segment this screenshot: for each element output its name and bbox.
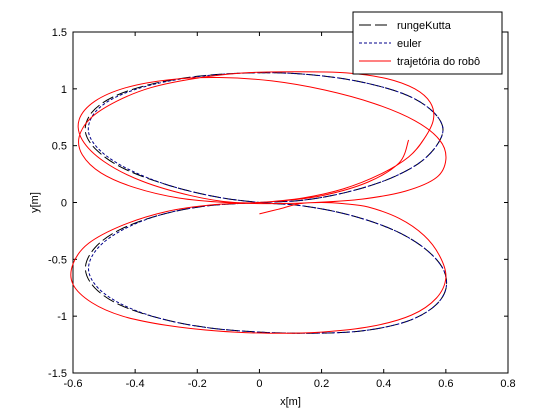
y-tick-label: 1 (61, 84, 67, 96)
y-tick-label: 1.5 (52, 27, 67, 39)
legend: rungeKutta euler trajetória do robô (352, 11, 503, 75)
x-tick-label: -0.6 (64, 378, 83, 390)
x-tick-label: -0.4 (126, 378, 145, 390)
series-group (70, 71, 448, 334)
ticks-group: -0.6 -0.4 -0.2 0 0.2 0.4 0.6 0.8 -1.5 -1 -0.5 0 0.5 1… (48, 27, 516, 390)
y-tick-label: -1.5 (48, 368, 67, 380)
series-line-2 (70, 71, 447, 334)
y-tick-label: 0.5 (52, 141, 67, 153)
legend-box (352, 11, 503, 75)
y-tick-label: -1 (57, 311, 67, 323)
y-axis-label: y[m] (29, 192, 41, 213)
legend-entry-label: trajetória do robô (397, 56, 480, 68)
x-tick-label: 0.8 (500, 378, 515, 390)
legend-entry-label: euler (397, 38, 422, 50)
x-tick-label: 0.2 (314, 378, 329, 390)
y-tick-label: -0.5 (48, 254, 67, 266)
y-tick-label: 0 (61, 198, 67, 210)
x-tick-label: 0 (256, 378, 262, 390)
x-tick-label: 0.6 (438, 378, 453, 390)
x-tick-label: -0.2 (188, 378, 207, 390)
legend-entry-label: rungeKutta (397, 20, 452, 32)
x-axis-label: x[m] (280, 396, 301, 408)
x-tick-label: 0.4 (376, 378, 391, 390)
